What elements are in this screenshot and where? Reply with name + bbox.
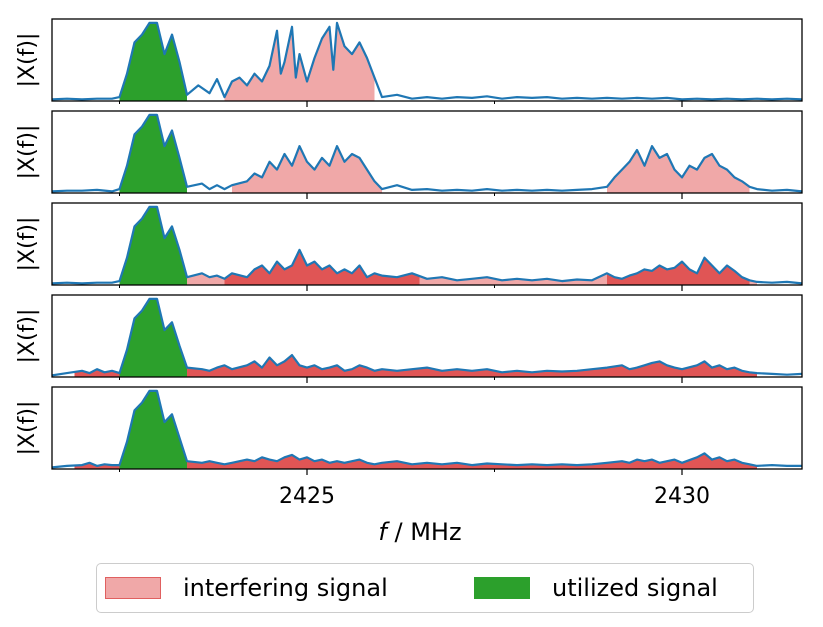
x-axis-label: f / MHz: [378, 518, 461, 546]
panel-5-interfering-area-1: [187, 453, 757, 469]
panel-3-y-axis-label: |X(f)|: [15, 217, 40, 272]
panel-2-spectrum-line: [52, 113, 802, 193]
panel-1-interfering-area-0: [224, 22, 375, 101]
legend-swatch-interfering: [105, 577, 161, 599]
x-tick-label-2425: 2425: [279, 484, 335, 509]
panel-3-interfering-area-1: [224, 249, 420, 285]
panel-2-interfering-area-0: [232, 146, 382, 193]
panel-1-y-axis-label: |X(f)|: [15, 33, 40, 88]
panel-5-spectrum-line: [52, 389, 802, 469]
panel-5-y-axis-label: |X(f)|: [15, 401, 40, 456]
panel-3-spectrum-line: [52, 205, 802, 285]
panel-4-utilized-area: [119, 298, 187, 377]
x-axis-label-unit: / MHz: [387, 518, 462, 546]
panel-4-frame: [51, 294, 803, 378]
panel-4-interfering-area-0: [74, 369, 120, 377]
panel-1-plot-area: [52, 21, 802, 101]
panel-3-interfering-area-2: [607, 257, 750, 285]
legend-label-utilized: utilized signal: [552, 574, 718, 602]
legend: interfering signal utilized signal: [96, 563, 754, 613]
panel-3-plot-area: [52, 205, 802, 285]
panel-5: |X(f)|: [15, 386, 803, 475]
panel-4-y-axis-label: |X(f)|: [15, 309, 40, 364]
legend-swatch-utilized: [474, 577, 530, 599]
panel-3: |X(f)|: [15, 202, 803, 291]
panel-4-plot-area: [52, 297, 802, 377]
panel-2-y-axis-label: |X(f)|: [15, 125, 40, 180]
panel-2: |X(f)|: [15, 110, 803, 199]
panel-2-plot-area: [52, 113, 802, 193]
legend-label-interfering: interfering signal: [183, 574, 388, 602]
panel-2-frame: [51, 110, 803, 194]
panel-1: |X(f)|: [15, 18, 803, 107]
panel-1-spectrum-line: [52, 21, 802, 101]
x-axis: 2425 2430: [279, 484, 710, 509]
panel-4: |X(f)|: [15, 294, 803, 383]
panel-3-frame: [51, 202, 803, 286]
panels-group: |X(f)| |X(f)| |X(f)| |X(f)| |X(f)|: [15, 18, 803, 475]
panel-5-frame: [51, 386, 803, 470]
panel-5-plot-area: [52, 389, 802, 469]
panel-4-spectrum-line: [52, 297, 802, 377]
x-tick-label-2430: 2430: [654, 484, 710, 509]
panel-1-frame: [51, 18, 803, 102]
panel-5-utilized-area: [119, 390, 187, 469]
panel-3-utilized-area: [119, 206, 187, 285]
panel-4-interfering-area-1: [187, 355, 757, 377]
